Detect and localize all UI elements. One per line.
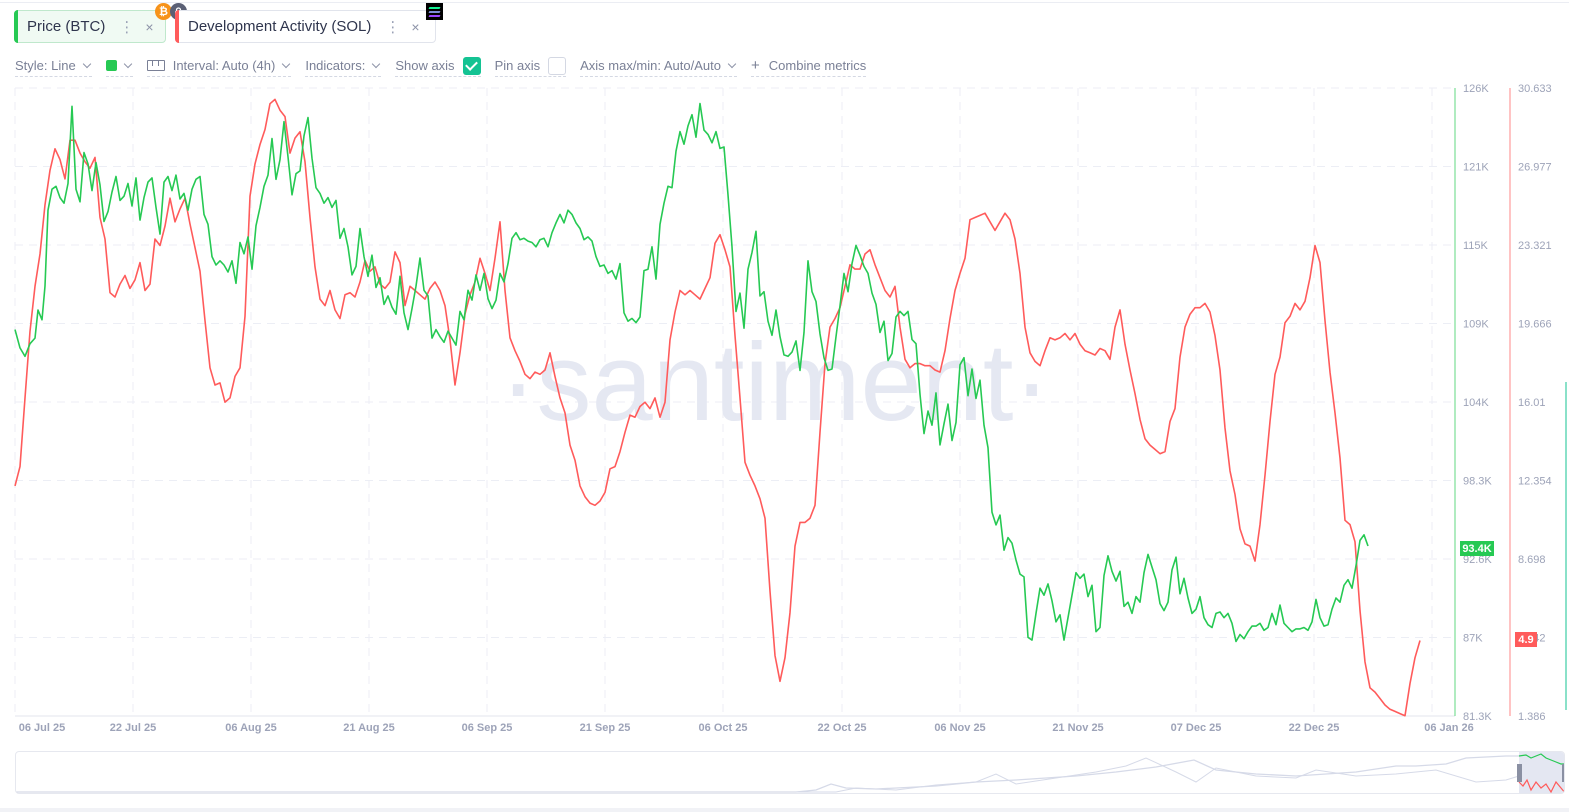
color-swatch xyxy=(105,60,117,71)
show-axis-toggle[interactable]: Show axis xyxy=(395,56,481,77)
svg-text:16.01: 16.01 xyxy=(1518,397,1546,409)
x-axis-labels: 06 Jul 25 22 Jul 25 06 Aug 25 21 Aug 25 06 S… xyxy=(19,722,1474,734)
svg-text:8.698: 8.698 xyxy=(1518,554,1546,566)
metric-label: Price (BTC) xyxy=(27,18,106,35)
svg-text:06 Sep 25: 06 Sep 25 xyxy=(462,722,513,734)
navigator-left-handle[interactable] xyxy=(1517,764,1522,782)
svg-text:23.321: 23.321 xyxy=(1518,240,1552,252)
show-axis-label: Show axis xyxy=(395,58,455,73)
pin-axis-toggle[interactable]: Pin axis xyxy=(494,56,567,77)
remove-metric-icon[interactable]: × xyxy=(411,18,420,35)
solana-icon xyxy=(426,3,443,20)
svg-text:19.666: 19.666 xyxy=(1518,319,1552,331)
pin-axis-checkbox[interactable] xyxy=(548,56,567,75)
chevron-down-icon xyxy=(123,59,132,68)
navigator-minimap xyxy=(16,752,1565,793)
chevron-down-icon xyxy=(82,59,91,68)
combine-metrics-button[interactable]: + Combine metrics xyxy=(751,57,867,77)
svg-text:06 Jul 25: 06 Jul 25 xyxy=(19,722,65,734)
navigator-right-handle[interactable] xyxy=(1562,764,1565,782)
bottom-border xyxy=(0,808,1569,812)
y-axis-labels: 126K 30.633 121K 26.977 115K 23.321 109K 19.666… xyxy=(1463,83,1552,723)
metric-tab-price-btc[interactable]: Price (BTC) ⋮ × xyxy=(14,10,166,43)
svg-text:21 Sep 25: 21 Sep 25 xyxy=(580,722,631,734)
svg-text:22 Jul 25: 22 Jul 25 xyxy=(110,722,156,734)
svg-text:104K: 104K xyxy=(1463,397,1489,409)
chart-settings-toolbar: Style: Line Interval: Auto (4h) Indicato… xyxy=(15,56,880,78)
svg-text:115K: 115K xyxy=(1463,240,1489,252)
ruler-icon xyxy=(146,60,165,71)
style-label: Style: Line xyxy=(15,58,76,73)
svg-text:87K: 87K xyxy=(1463,633,1483,645)
svg-text:26.977: 26.977 xyxy=(1518,162,1552,174)
show-axis-checkbox[interactable] xyxy=(462,56,481,75)
dev-activity-line[interactable] xyxy=(14,98,1421,717)
chevron-down-icon xyxy=(282,59,291,68)
chevron-down-icon xyxy=(727,59,737,68)
svg-text:4.9: 4.9 xyxy=(1518,634,1533,646)
svg-text:21 Nov 25: 21 Nov 25 xyxy=(1052,722,1103,734)
svg-text:126K: 126K xyxy=(1463,83,1489,95)
svg-text:06 Aug 25: 06 Aug 25 xyxy=(225,722,277,734)
style-dropdown[interactable]: Style: Line xyxy=(15,57,92,77)
interval-dropdown[interactable]: Interval: Auto (4h) xyxy=(146,57,292,77)
top-border xyxy=(0,2,1569,3)
color-picker-dropdown[interactable] xyxy=(105,57,133,77)
metric-menu-icon[interactable]: ⋮ xyxy=(119,18,135,36)
indicators-dropdown[interactable]: Indicators: xyxy=(305,57,382,77)
svg-text:21 Aug 25: 21 Aug 25 xyxy=(343,722,395,734)
metric-color-bar xyxy=(175,10,179,43)
metric-tab-dev-activity-sol[interactable]: Development Activity (SOL) ⋮ × xyxy=(175,10,436,43)
svg-text:06 Oct 25: 06 Oct 25 xyxy=(699,722,748,734)
svg-text:93.4K: 93.4K xyxy=(1462,543,1491,555)
svg-text:98.3K: 98.3K xyxy=(1463,476,1492,488)
svg-text:22 Dec 25: 22 Dec 25 xyxy=(1289,722,1340,734)
time-range-navigator[interactable] xyxy=(15,751,1565,794)
pin-axis-label: Pin axis xyxy=(494,58,541,73)
remove-metric-icon[interactable]: × xyxy=(145,18,154,35)
chevron-down-icon xyxy=(372,59,381,68)
svg-text:92.6K: 92.6K xyxy=(1463,554,1492,566)
svg-text:07 Dec 25: 07 Dec 25 xyxy=(1171,722,1222,734)
svg-text:109K: 109K xyxy=(1463,319,1489,331)
axis-minmax-dropdown[interactable]: Axis max/min: Auto/Auto xyxy=(580,57,737,77)
dev-current-value-badge: 4.9 xyxy=(1515,632,1537,647)
svg-text:30.633: 30.633 xyxy=(1518,83,1552,95)
combine-metrics-label: Combine metrics xyxy=(768,58,867,73)
btc-price-line[interactable] xyxy=(14,102,1369,643)
axis-minmax-label: Axis max/min: Auto/Auto xyxy=(580,58,721,73)
metric-color-bar xyxy=(14,10,18,43)
svg-text:06 Nov 25: 06 Nov 25 xyxy=(934,722,985,734)
metric-menu-icon[interactable]: ⋮ xyxy=(385,18,401,36)
interval-label: Interval: Auto (4h) xyxy=(172,58,276,73)
svg-text:12.354: 12.354 xyxy=(1518,476,1552,488)
metric-label: Development Activity (SOL) xyxy=(188,18,372,35)
plus-icon: + xyxy=(751,57,760,74)
svg-text:1.386: 1.386 xyxy=(1518,711,1546,723)
svg-text:81.3K: 81.3K xyxy=(1463,711,1492,723)
svg-text:121K: 121K xyxy=(1463,162,1489,174)
santiment-watermark: ·santiment· xyxy=(500,321,1050,444)
indicators-label: Indicators: xyxy=(305,58,366,73)
chart-grid xyxy=(14,87,1455,717)
svg-text:22 Oct 25: 22 Oct 25 xyxy=(818,722,867,734)
svg-text:06 Jan 26: 06 Jan 26 xyxy=(1424,722,1474,734)
btc-current-value-badge: 93.4K xyxy=(1460,541,1494,556)
bitcoin-icon: ₿ xyxy=(155,3,172,20)
line-chart[interactable]: ·santiment· 126K 30.633 121K 26.977 115K 23.3… xyxy=(0,80,1569,750)
